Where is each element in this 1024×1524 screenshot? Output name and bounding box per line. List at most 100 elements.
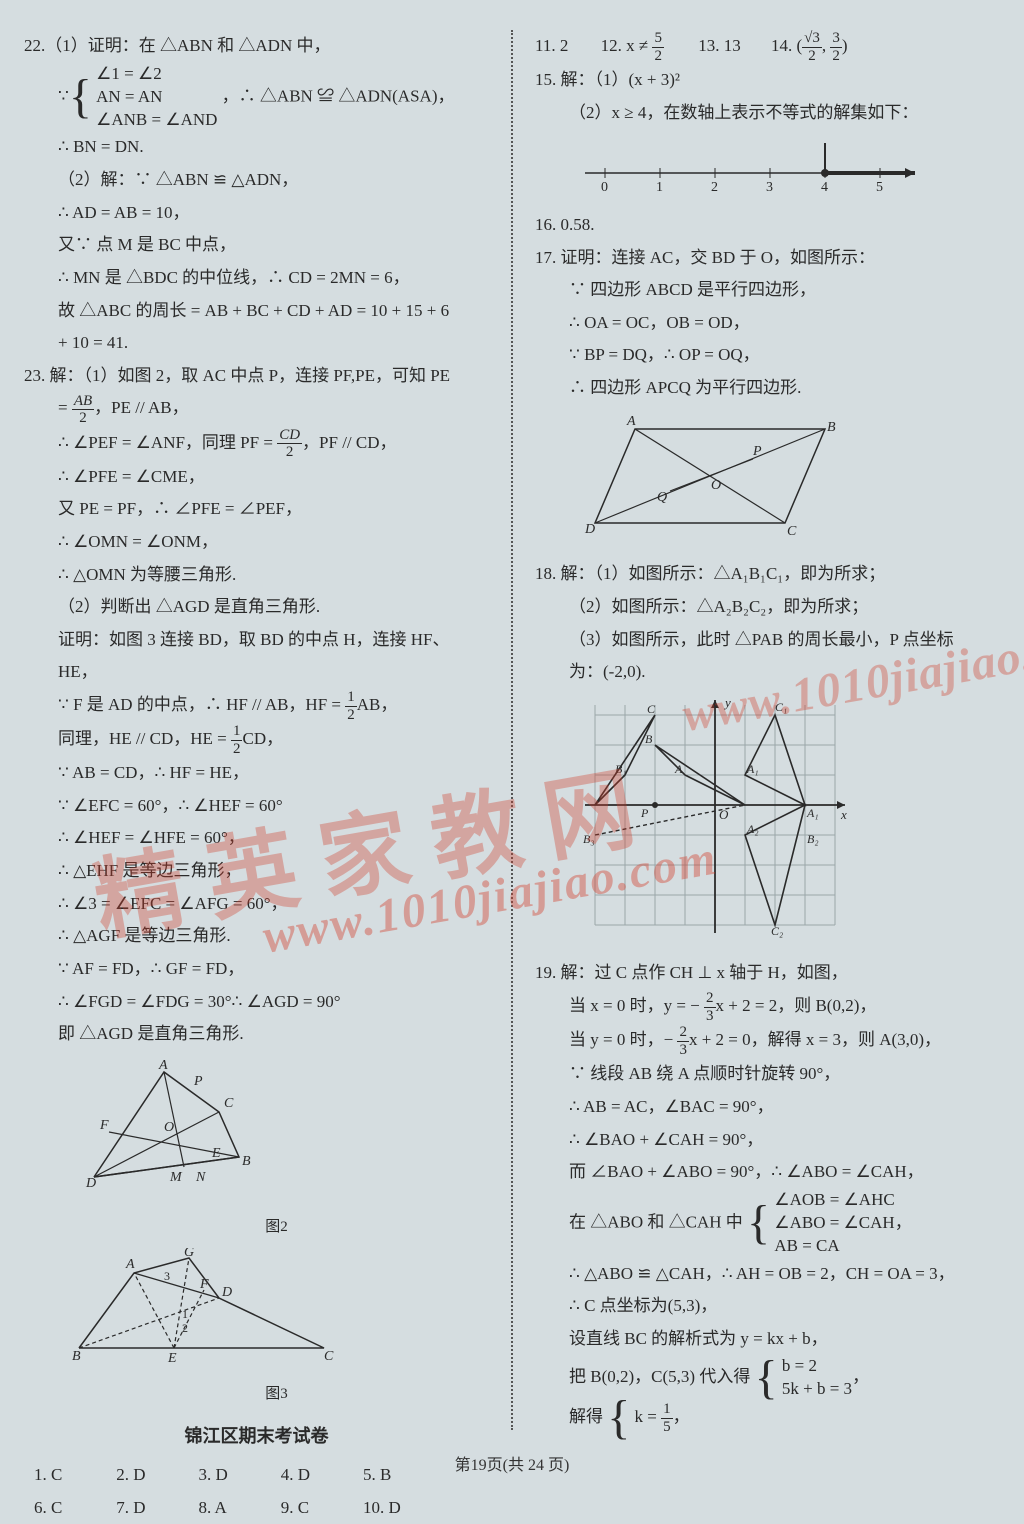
q22-l3: 又∵ 点 M 是 BC 中点， — [24, 229, 489, 262]
q19-l7: 在 △ABO 和 △CAH 中 { ∠AOB = ∠AHC ∠ABO = ∠CA… — [535, 1189, 1000, 1258]
svg-text:F: F — [99, 1118, 109, 1133]
q23-l16: ∵ AF = FD，∴ GF = FD， — [24, 953, 489, 986]
ans-13: 13. 13 — [698, 36, 741, 55]
svg-text:P: P — [640, 806, 649, 820]
svg-text:C: C — [324, 1349, 334, 1364]
q19-sol1t: k = — [635, 1407, 662, 1426]
answers-row-2: 6. C 7. D 8. A 9. C 10. D — [24, 1492, 489, 1524]
svg-text:B₂: B₂ — [807, 832, 819, 846]
q19-l1b: x + 2 = 2，则 B(0,2)， — [716, 996, 877, 1015]
figure-18-grid: y x O C B₁ A B P A₁ A₁ C₁ A₂ B₂ C₂ B₃ — [575, 695, 1000, 952]
q22-b1: ∠1 = ∠2 — [96, 64, 162, 83]
q22-l5: 故 △ABC 的周长 = AB + BC + CD + AD = 10 + 15… — [24, 295, 489, 328]
q23-l7: 证明：如图 3 连接 BD，取 BD 的中点 H，连接 HF、HE， — [24, 624, 489, 689]
q19-l12t: 解得 — [569, 1407, 603, 1426]
q22-l2: ∴ AD = AB = 10， — [24, 197, 489, 230]
svg-text:G: G — [184, 1248, 194, 1260]
q19-br3: AB = CA — [774, 1236, 839, 1255]
ans-10: 10. D — [363, 1492, 441, 1524]
q23-l9: 同理，HE // CD，HE = 12CD， — [24, 723, 489, 757]
number-line: 0 1 2 3 4 5 — [575, 133, 1000, 205]
svg-text:4: 4 — [821, 180, 828, 193]
q18-l2: （2）如图所示：△A₂B₂C₂，即为所求； — [535, 591, 1000, 624]
q23-l2a: ∴ ∠PEF = ∠ANF，同理 PF = — [58, 433, 277, 452]
svg-text:C₂: C₂ — [771, 924, 783, 938]
svg-text:O: O — [719, 807, 729, 822]
divider — [511, 30, 513, 1430]
q23-l8: ∵ F 是 AD 的中点，∴ HF // AB，HF = 12AB， — [24, 689, 489, 723]
svg-text:D: D — [221, 1285, 232, 1300]
q23-l1b: ，PE // AB， — [94, 398, 188, 417]
q23-l2: ∴ ∠PEF = ∠ANF，同理 PF = CD2，PF // CD， — [24, 427, 489, 461]
svg-text:A: A — [125, 1257, 135, 1272]
q23-l3: ∴ ∠PFE = ∠CME， — [24, 461, 489, 494]
q18-l4: 为：(-2,0). — [535, 656, 1000, 689]
q22-b2: AN = AN — [96, 87, 162, 106]
svg-text:1: 1 — [182, 1307, 188, 1321]
q15-head: 15. 解：（1）(x + 3)² — [535, 64, 1000, 97]
q22-l6: + 10 = 41. — [24, 327, 489, 360]
svg-text:A: A — [674, 762, 683, 776]
svg-text:A: A — [158, 1058, 168, 1073]
q19-sol1: k = 15， — [635, 1407, 690, 1426]
svg-text:A₂: A₂ — [746, 822, 759, 836]
svg-text:y: y — [723, 695, 731, 710]
svg-text:0: 0 — [601, 180, 608, 193]
q19-l11: 把 B(0,2)，C(5,3) 代入得 { b = 2 5k + b = 3 ， — [535, 1355, 1000, 1401]
ans-11: 11. 2 — [535, 36, 568, 55]
svg-text:1: 1 — [656, 180, 663, 193]
svg-text:C: C — [787, 524, 797, 539]
svg-text:3: 3 — [164, 1269, 170, 1283]
svg-text:E: E — [211, 1146, 221, 1161]
q23-p2: （2）判断出 △AGD 是直角三角形. — [24, 591, 489, 624]
fig3-label: 图3 — [64, 1380, 489, 1409]
svg-text:A: A — [626, 414, 636, 429]
svg-text:C: C — [647, 702, 656, 716]
page: 22.（1）证明：在 △ABN 和 △ADN 中， ∵{ ∠1 = ∠2 AN … — [0, 0, 1024, 1445]
svg-text:F: F — [199, 1277, 209, 1292]
q17-l1: ∵ 四边形 ABCD 是平行四边形， — [535, 274, 1000, 307]
svg-text:N: N — [195, 1170, 206, 1185]
q23-head: 23. 解：（1）如图 2，取 AC 中点 P，连接 PF,PE，可知 PE — [24, 360, 489, 393]
svg-text:2: 2 — [711, 180, 718, 193]
q23-l2b: ，PF // CD， — [302, 433, 396, 452]
q22-l1: ∴ BN = DN. — [24, 131, 489, 164]
svg-text:D: D — [85, 1176, 96, 1191]
q19-l7t: 在 △ABO 和 △CAH 中 — [569, 1212, 743, 1231]
svg-text:C₁: C₁ — [775, 700, 787, 714]
q23-l11: ∵ ∠EFC = 60°，∴ ∠HEF = 60° — [24, 790, 489, 823]
q19-l2b: x + 2 = 0，解得 x = 3，则 A(3,0)， — [689, 1030, 941, 1049]
q23-l17: ∴ ∠FGD = ∠FDG = 30°∴ ∠AGD = 90° — [24, 986, 489, 1019]
q19-l6: 而 ∠BAO + ∠ABO = 90°，∴ ∠ABO = ∠CAH， — [535, 1156, 1000, 1189]
q19-sys2: 5k + b = 3 — [782, 1379, 852, 1398]
q23-l1a: = — [58, 398, 72, 417]
q17-l2: ∴ OA = OC，OB = OD， — [535, 307, 1000, 340]
q23-l1: = AB2，PE // AB， — [24, 392, 489, 426]
q22-bt: ，∴ △ABN ≌ △ADN(ASA)， — [222, 86, 455, 105]
svg-text:B₁: B₁ — [615, 762, 627, 776]
svg-text:x: x — [840, 807, 847, 822]
q22-l4: ∴ MN 是 △BDC 的中位线，∴ CD = 2MN = 6， — [24, 262, 489, 295]
q22-b3: ∠ANB = ∠AND — [96, 110, 217, 129]
q19-l12: 解得 { k = 15， — [535, 1401, 1000, 1435]
svg-text:B: B — [242, 1154, 251, 1169]
q23-l15: ∴ △AGF 是等边三角形. — [24, 920, 489, 953]
q19-l9: ∴ C 点坐标为(5,3)， — [535, 1290, 1000, 1323]
q19-l1a: 当 x = 0 时，y = − — [569, 996, 704, 1015]
svg-text:A₁: A₁ — [746, 762, 759, 776]
ans-7: 7. D — [116, 1492, 194, 1524]
top-answers: 11. 2 12. x ≠ 52 13. 13 14. (√32, 32) — [535, 30, 1000, 64]
svg-text:2: 2 — [182, 1321, 188, 1335]
svg-text:A₁: A₁ — [806, 806, 819, 820]
q23-l9a: 同理，HE // CD，HE = — [58, 729, 231, 748]
figure-3: A G D F 1 2 3 B E C 图3 — [64, 1248, 489, 1408]
figure-17: A B C D P Q O — [575, 411, 1000, 553]
q18-l3: （3）如图所示，此时 △PAB 的周长最小，P 点坐标 — [535, 624, 1000, 657]
page-footer: 第19页(共 24 页) — [0, 1451, 1024, 1475]
q23-l5: ∴ ∠OMN = ∠ONM， — [24, 526, 489, 559]
q23-l9b: CD， — [242, 729, 283, 748]
ans-6: 6. C — [34, 1492, 112, 1524]
ans-9: 9. C — [281, 1492, 359, 1524]
q22-brace: ∵{ ∠1 = ∠2 AN = AN ∠ANB = ∠AND ，∴ △ABN ≌… — [24, 63, 489, 132]
q19-l1: 当 x = 0 时，y = − 23x + 2 = 2，则 B(0,2)， — [535, 990, 1000, 1024]
